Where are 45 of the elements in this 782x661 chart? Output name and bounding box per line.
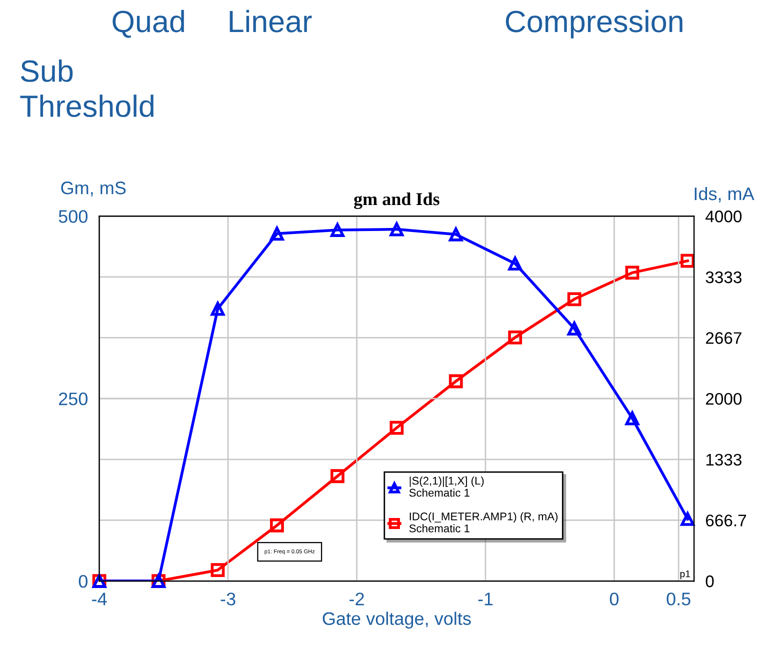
text: Quad — [112, 10, 184, 38]
point — [390, 420, 404, 435]
x-tick-label: 0 — [610, 592, 619, 606]
point — [330, 223, 344, 237]
point — [508, 256, 522, 271]
point — [625, 266, 640, 280]
y2-tick-label: 4000 — [706, 210, 742, 222]
y2-tick-label: 2667 — [706, 332, 742, 344]
y-axis-title: Gm, mS — [61, 182, 126, 196]
x-tick-label: -3 — [220, 592, 236, 606]
point — [210, 563, 225, 578]
y2-tick-label: 3333 — [706, 271, 742, 284]
point — [270, 226, 284, 241]
annotation: p1 — [680, 570, 690, 580]
y2-tick-label: 666.7 — [706, 514, 746, 526]
legend-label: |S(2,1)|[1,X] (L) Schematic 1 — [409, 476, 484, 497]
point — [448, 374, 463, 388]
legend-label: IDC(I_METER.AMP1) (R, mA) Schematic 1 — [409, 512, 558, 532]
y2-tick-label: 2000 — [706, 392, 742, 405]
point — [508, 330, 522, 344]
x-tick-label: 0.5 — [666, 592, 690, 606]
point — [567, 292, 582, 306]
point — [270, 518, 284, 532]
point — [330, 469, 344, 484]
text: Sub Threshold — [20, 59, 154, 118]
y2-axis-title: Ids, mA — [694, 186, 754, 202]
x-tick-label: -1 — [478, 592, 493, 606]
point — [680, 254, 695, 268]
chart-title: gm and Ids — [354, 192, 440, 210]
x-axis-title: Gate voltage, volts — [322, 612, 471, 629]
text: Compression — [506, 10, 682, 38]
y-tick-label: 500 — [58, 210, 88, 223]
y-tick-label: 250 — [58, 392, 88, 406]
y-tick-label: 0 — [78, 574, 88, 588]
y2-tick-label: 1333 — [706, 454, 742, 466]
point — [390, 222, 404, 236]
point — [567, 322, 582, 336]
x-tick-label: -2 — [350, 592, 364, 606]
y2-tick-label: 0 — [706, 575, 714, 588]
point — [210, 302, 225, 316]
text: Linear — [230, 10, 312, 32]
point — [625, 411, 640, 426]
point — [448, 227, 463, 242]
x-tick-label: -4 — [92, 592, 107, 606]
point — [680, 512, 695, 526]
